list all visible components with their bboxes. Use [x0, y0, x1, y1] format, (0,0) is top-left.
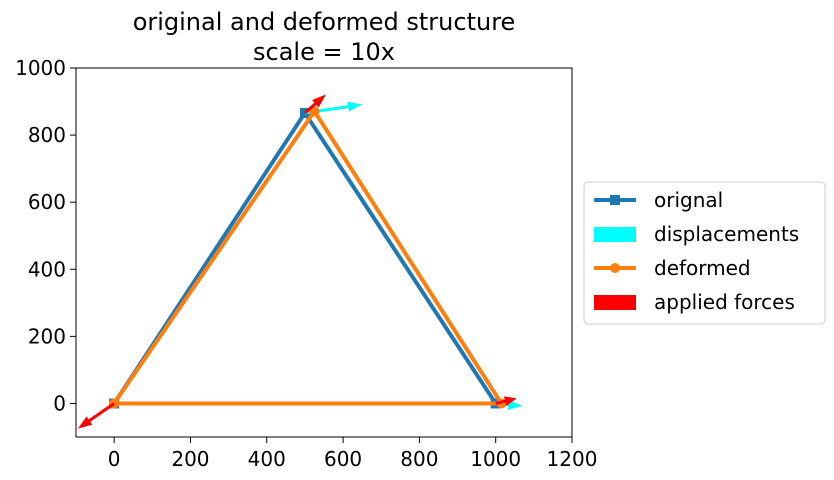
y-tick-label: 400 [28, 257, 66, 281]
legend-marker-deformed [610, 263, 620, 273]
y-tick-label: 0 [53, 391, 66, 415]
legend-frame [583, 181, 826, 325]
legend-item-applied-forces: applied forces [594, 290, 795, 314]
x-tick-label: 1200 [547, 447, 598, 471]
axes-frame [75, 67, 573, 438]
legend-label-displacements: displacements [654, 222, 799, 246]
marker-deformed-2 [309, 106, 320, 117]
legend-item-orignal: orignal [594, 188, 723, 212]
y-tick-label: 800 [28, 123, 66, 147]
arrow-applied-forces-1 [495, 396, 517, 407]
x-tick-label: 0 [108, 447, 121, 471]
legend-label-orignal: orignal [654, 188, 723, 212]
chart-subtitle: scale = 10x [253, 38, 395, 66]
y-tick-label: 600 [28, 190, 66, 214]
x-tick-label: 800 [400, 447, 438, 471]
y-tick-label: 1000 [15, 56, 66, 80]
legend-item-displacements: displacements [594, 222, 799, 246]
legend-swatch-applied-forces [594, 295, 636, 310]
chart-title: original and deformed structure [133, 8, 516, 36]
arrow-applied-forces-2 [303, 94, 326, 115]
legend-label-deformed: deformed [654, 256, 751, 280]
legend-marker-orignal [610, 195, 620, 205]
legend-item-deformed: deformed [594, 256, 751, 280]
x-tick-label: 600 [324, 447, 362, 471]
x-axis: 0 200 400 600 800 1000 1200 [108, 437, 598, 471]
series-line-orignal [112, 110, 498, 406]
legend-label-applied-forces: applied forces [654, 290, 795, 314]
legend: orignal displacements deformed applied forc… [583, 181, 826, 325]
arrow-displacements-1 [495, 399, 523, 410]
legend-swatch-displacements [594, 227, 636, 242]
plot-area [77, 94, 523, 429]
x-tick-label: 200 [171, 447, 209, 471]
y-tick-label: 200 [28, 324, 66, 348]
x-tick-label: 400 [248, 447, 286, 471]
x-tick-label: 1000 [470, 447, 521, 471]
series-line-deformed [112, 109, 504, 406]
arrow-applied-forces-0 [77, 402, 116, 429]
y-axis: 0 200 400 600 800 1000 [15, 56, 76, 415]
